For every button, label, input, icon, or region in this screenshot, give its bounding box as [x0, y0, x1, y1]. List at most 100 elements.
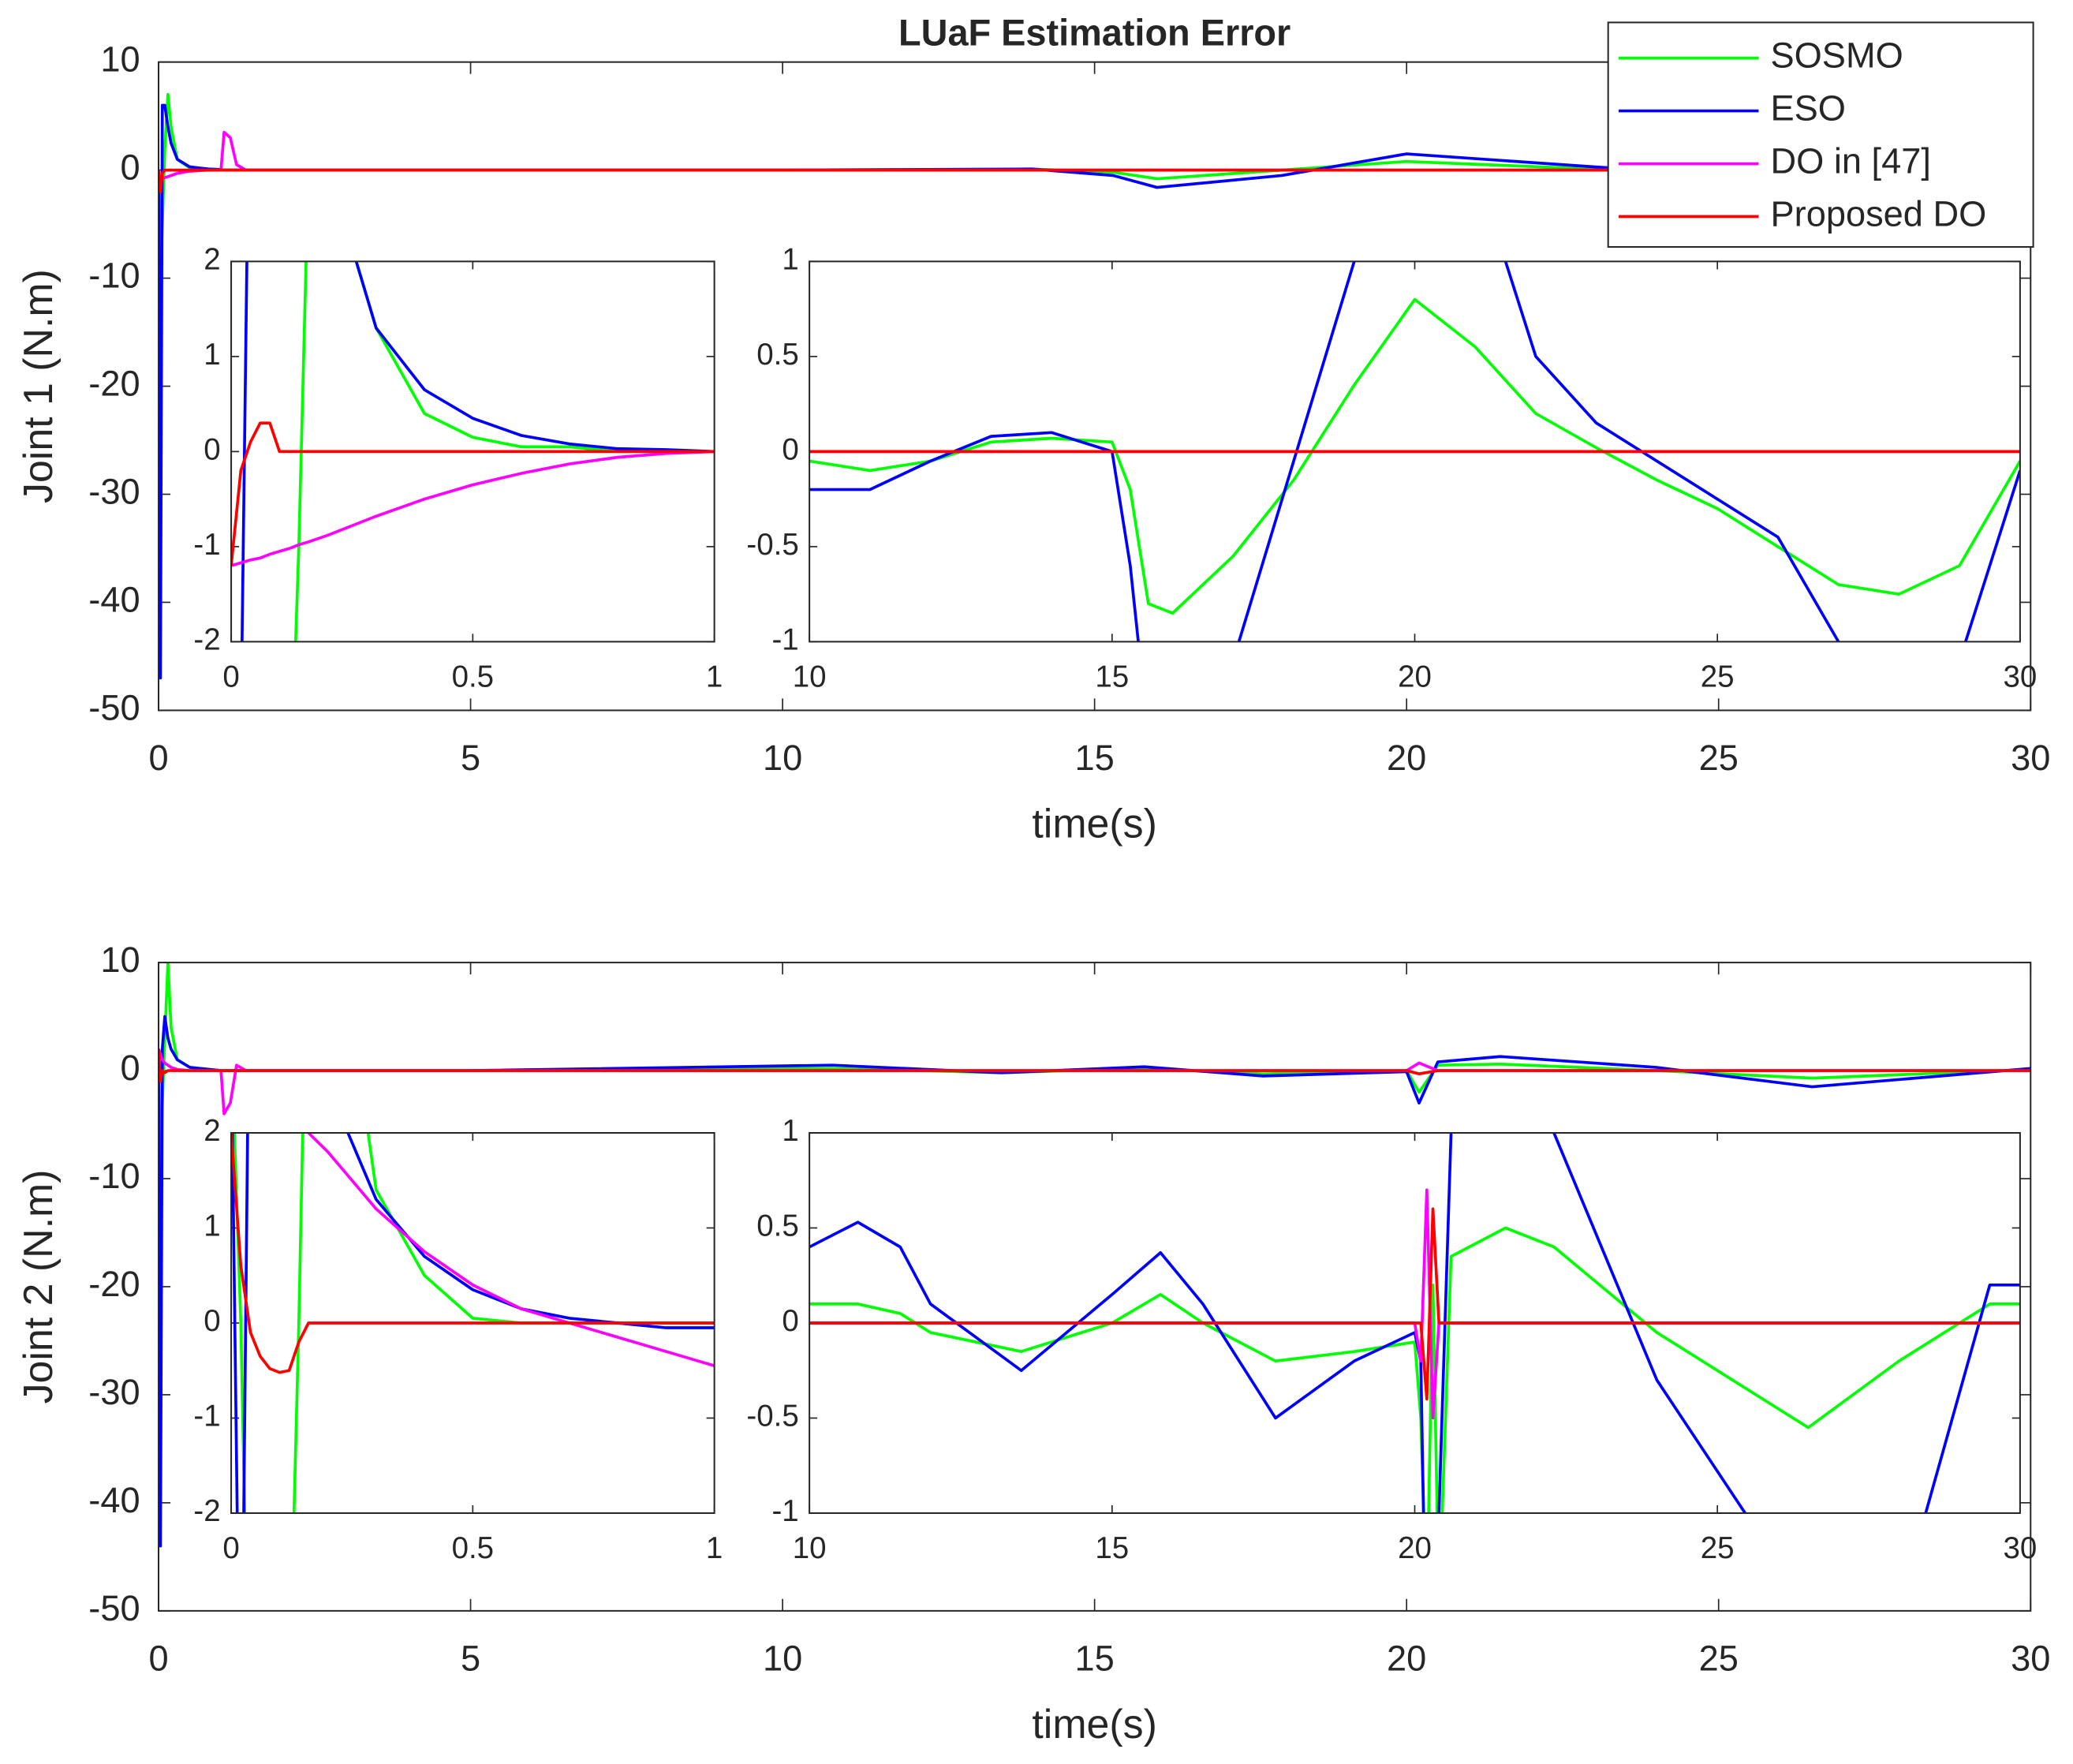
legend-label: ESO [1771, 88, 1846, 129]
x-tick-label: 0 [222, 1531, 239, 1565]
series-line [159, 168, 2031, 193]
y-tick-label: -30 [88, 471, 140, 511]
y-tick-label: 0 [120, 1048, 140, 1088]
y-tick-label: 1 [782, 243, 798, 277]
y-tick-label: -50 [88, 687, 140, 727]
legend-label: DO in [47] [1771, 140, 1931, 181]
legend-label: SOSMO [1771, 36, 1903, 76]
y-tick-label: -10 [88, 256, 140, 296]
x-tick-label: 0.5 [452, 1531, 495, 1565]
y-tick-label: 0 [782, 1304, 798, 1338]
x-tick-label: 25 [1701, 1531, 1735, 1565]
legend-box [1607, 21, 2034, 248]
x-tick-label: 25 [1701, 660, 1735, 693]
y-tick-label: -1 [193, 528, 220, 562]
series-line [293, 261, 715, 642]
x-tick-label: 0 [222, 660, 239, 693]
y-tick-label: 1 [204, 338, 220, 372]
y-tick-label: -2 [193, 1494, 220, 1528]
y-axis-label: Joint 1 (N.m) [15, 269, 61, 503]
x-tick-label: 1 [706, 660, 723, 693]
x-tick-label: 30 [2011, 1638, 2050, 1678]
y-tick-label: -1 [772, 1494, 799, 1528]
axes-frame [809, 260, 2021, 643]
x-axis-label: time(s) [1032, 800, 1157, 846]
y-tick-label: -10 [88, 1156, 140, 1196]
plot-area [231, 1132, 715, 1514]
x-tick-label: 15 [1075, 738, 1115, 778]
x-tick-label: 20 [1398, 660, 1432, 693]
series-line [231, 1132, 715, 1514]
plot-area [159, 92, 2031, 680]
y-tick-label: -0.5 [746, 1400, 798, 1433]
y-tick-label: -2 [193, 623, 220, 657]
y-tick-label: -1 [772, 623, 799, 657]
x-tick-label: 20 [1387, 738, 1426, 778]
chart-title: LUaF Estimation Error [898, 13, 1290, 54]
x-tick-label: 15 [1095, 660, 1129, 693]
y-tick-label: 1 [782, 1114, 798, 1148]
series-line [809, 261, 2020, 642]
y-tick-label: -40 [88, 579, 140, 619]
x-tick-label: 25 [1699, 1638, 1739, 1678]
y-tick-label: -0.5 [746, 528, 798, 562]
y-tick-label: 0.5 [756, 1209, 798, 1243]
x-tick-label: 10 [763, 738, 802, 778]
series-line [231, 450, 715, 567]
y-tick-label: 0 [120, 148, 140, 188]
x-tick-label: 30 [2011, 738, 2050, 778]
axes-frame [158, 61, 2032, 712]
series-line [159, 1048, 2031, 1083]
y-tick-label: -20 [88, 363, 140, 403]
y-tick-label: -30 [88, 1372, 140, 1412]
y-tick-label: 0 [204, 433, 220, 467]
plot-area [159, 962, 2031, 1548]
x-tick-label: 10 [763, 1638, 802, 1678]
x-tick-label: 20 [1387, 1638, 1426, 1678]
x-tick-label: 0.5 [452, 660, 495, 693]
axes-frame [809, 1131, 2021, 1515]
x-axis-label: time(s) [1032, 1701, 1157, 1747]
x-tick-label: 15 [1075, 1638, 1115, 1678]
y-tick-label: 0.5 [756, 338, 798, 372]
x-tick-label: 0 [148, 738, 168, 778]
y-tick-label: 0 [782, 433, 798, 467]
x-tick-label: 10 [793, 660, 827, 693]
legend-label: Proposed DO [1771, 193, 1987, 234]
series-line [809, 1207, 2020, 1401]
series-line [307, 1132, 715, 1367]
y-axis-label: Joint 2 (N.m) [15, 1170, 61, 1404]
y-tick-label: -50 [88, 1588, 140, 1628]
x-tick-label: 1 [706, 1531, 723, 1565]
y-tick-label: 2 [204, 1114, 220, 1148]
y-tick-label: 10 [100, 39, 140, 80]
series-line [809, 297, 2020, 615]
series-line [241, 261, 715, 642]
x-tick-label: 0 [148, 1638, 168, 1678]
y-tick-label: 1 [204, 1209, 220, 1243]
x-tick-label: 30 [2003, 1531, 2037, 1565]
x-tick-label: 5 [461, 1638, 480, 1678]
y-tick-label: 2 [204, 243, 220, 277]
y-tick-label: -40 [88, 1480, 140, 1520]
x-tick-label: 15 [1095, 1531, 1129, 1565]
axes-frame [230, 1131, 715, 1515]
x-tick-label: 10 [793, 1531, 827, 1565]
plot-area [809, 261, 2020, 642]
plot-area [231, 261, 715, 642]
y-tick-label: -1 [193, 1400, 220, 1433]
axes-frame [230, 260, 715, 643]
y-tick-label: 10 [100, 940, 140, 980]
y-tick-label: -20 [88, 1264, 140, 1304]
x-tick-label: 25 [1699, 738, 1739, 778]
x-tick-label: 5 [461, 738, 480, 778]
y-tick-label: 0 [204, 1304, 220, 1338]
axes-frame [158, 962, 2032, 1612]
series-line [231, 1132, 715, 1374]
x-tick-label: 30 [2003, 660, 2037, 693]
series-line [231, 421, 715, 566]
plot-area [809, 1132, 2020, 1514]
x-tick-label: 20 [1398, 1531, 1432, 1565]
